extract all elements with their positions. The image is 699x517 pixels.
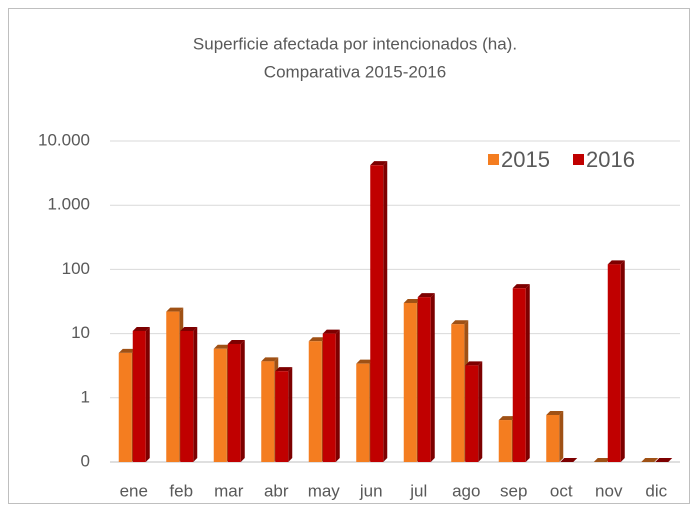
x-tick-label: dic <box>645 481 667 500</box>
bar-face <box>383 161 388 463</box>
bar-face <box>213 348 227 462</box>
x-tick-label: may <box>308 481 341 500</box>
legend-swatch <box>573 154 584 165</box>
bar <box>465 361 483 462</box>
bar-face <box>607 264 621 462</box>
bar-face <box>641 458 659 462</box>
bar-face <box>512 288 526 462</box>
bar <box>370 161 388 463</box>
x-tick-label: sep <box>500 481 527 500</box>
bar <box>180 326 198 462</box>
bar-face <box>132 330 146 462</box>
bar-face <box>370 161 388 166</box>
bar-face <box>559 410 564 462</box>
x-tick-label: nov <box>595 481 623 500</box>
bar-face <box>180 326 198 331</box>
bar-face <box>118 348 136 353</box>
bar-face <box>275 367 293 372</box>
bar-face <box>180 330 194 462</box>
y-tick-label: 100 <box>62 259 90 278</box>
bar-face <box>546 410 564 415</box>
bar <box>546 410 564 462</box>
y-tick-label: 1 <box>81 387 90 406</box>
legend-label: 2015 <box>501 147 550 172</box>
bar-face <box>322 333 336 462</box>
x-tick-label: ago <box>452 481 480 500</box>
bar <box>560 458 578 462</box>
bar-face <box>593 458 611 462</box>
x-tick-label: feb <box>169 481 193 500</box>
chart-subtitle: Comparativa 2015-2016 <box>264 62 446 81</box>
bar-face <box>512 284 530 289</box>
bar-face <box>322 329 340 334</box>
bar-face <box>240 339 245 462</box>
bar-face <box>261 361 275 462</box>
bar-face <box>261 357 279 362</box>
bar-face <box>356 363 370 462</box>
bar-face <box>288 367 293 462</box>
x-tick-label: oct <box>550 481 573 500</box>
bar-face <box>451 320 469 325</box>
bar-face <box>655 458 673 462</box>
bar-face <box>356 359 374 364</box>
bar <box>322 329 340 462</box>
bar <box>641 458 659 462</box>
bar-face <box>132 326 150 331</box>
bar-face <box>465 361 483 366</box>
bar-face <box>620 260 625 462</box>
bar-face <box>213 344 231 349</box>
bar-face <box>546 414 560 462</box>
bar-face <box>525 284 530 462</box>
x-tick-label: jul <box>409 481 427 500</box>
bar <box>275 367 293 462</box>
bar-face <box>417 297 431 462</box>
bar-face <box>478 361 483 462</box>
x-tick-label: ene <box>120 481 148 500</box>
bar-face <box>607 260 625 265</box>
bar <box>227 339 245 462</box>
y-tick-label: 1.000 <box>47 195 90 214</box>
bar-face <box>308 337 326 342</box>
y-tick-label: 10 <box>71 323 90 342</box>
bar-face <box>335 329 340 462</box>
bar-face <box>417 293 435 298</box>
bar-face <box>166 307 184 312</box>
bar-face <box>560 458 578 462</box>
bar <box>607 260 625 462</box>
chart-title: Superficie afectada por intencionados (h… <box>193 34 517 53</box>
x-tick-label: abr <box>264 481 289 500</box>
bar-face <box>465 365 479 462</box>
y-tick-label: 0 <box>81 451 90 470</box>
x-tick-label: jun <box>359 481 383 500</box>
bar-face <box>227 339 245 344</box>
bar <box>417 293 435 462</box>
bar-face <box>145 326 150 462</box>
bar-face <box>118 352 132 462</box>
bar-face <box>430 293 435 462</box>
x-tick-label: mar <box>214 481 244 500</box>
bar-face <box>498 420 512 462</box>
bar <box>593 458 611 462</box>
bar <box>512 284 530 462</box>
y-tick-label: 10.000 <box>38 130 90 149</box>
bar-face <box>166 311 180 462</box>
bar-face <box>451 324 465 462</box>
bar-face <box>227 343 241 462</box>
legend-label: 2016 <box>586 147 635 172</box>
legend-swatch <box>488 154 499 165</box>
bar-face <box>193 326 198 462</box>
bar <box>655 458 673 462</box>
bar-face <box>308 341 322 462</box>
bar-face <box>498 416 516 421</box>
bar-face <box>370 165 384 463</box>
chart-border <box>8 8 690 504</box>
bar-face <box>403 298 421 303</box>
bar-face <box>403 302 417 462</box>
bar <box>132 326 150 462</box>
bar-face <box>275 371 289 462</box>
